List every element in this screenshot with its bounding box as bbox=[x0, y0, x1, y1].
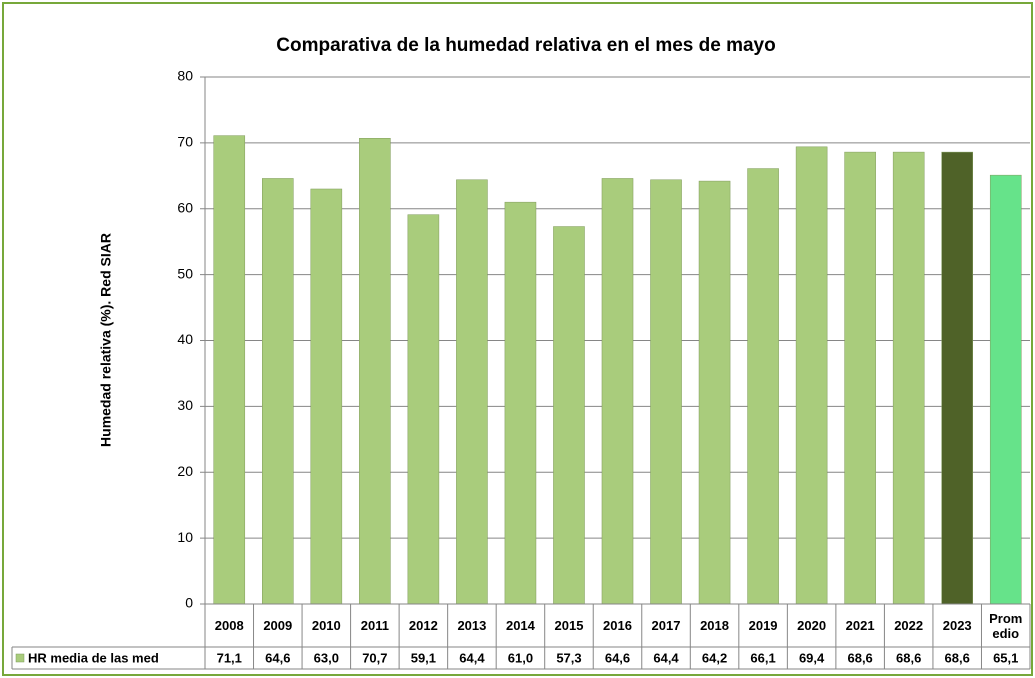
y-tick-label: 40 bbox=[177, 331, 193, 347]
y-tick-label: 50 bbox=[177, 265, 193, 281]
y-tick-label: 30 bbox=[177, 397, 193, 413]
x-tick-label: Promedio bbox=[989, 610, 1023, 641]
x-tick-label: 2010 bbox=[311, 618, 341, 633]
bar bbox=[553, 226, 585, 605]
data-label: 57,3 bbox=[556, 650, 581, 665]
y-tick-label: 20 bbox=[177, 463, 193, 479]
data-label: 64,4 bbox=[459, 650, 485, 665]
legend-swatch bbox=[15, 653, 25, 663]
bar bbox=[650, 179, 682, 605]
x-tick-label: 2013 bbox=[457, 618, 487, 633]
bar bbox=[698, 180, 731, 605]
bar bbox=[504, 201, 537, 605]
x-tick-label: 2014 bbox=[505, 618, 535, 633]
data-label: 68,6 bbox=[847, 650, 872, 665]
bar bbox=[844, 151, 876, 605]
x-tick-label: 2009 bbox=[263, 618, 293, 633]
bar bbox=[213, 135, 246, 605]
bar bbox=[795, 146, 828, 605]
data-label: 64,4 bbox=[653, 650, 679, 665]
x-tick-label: 2011 bbox=[360, 618, 389, 633]
data-label: 64,6 bbox=[605, 650, 630, 665]
data-label: 64,6 bbox=[265, 650, 290, 665]
y-axis-title: Humedad relativa (%). Red SIAR bbox=[98, 233, 114, 447]
data-label: 59,1 bbox=[411, 650, 436, 665]
bar bbox=[941, 151, 973, 605]
y-tick-label: 60 bbox=[177, 199, 193, 215]
x-tick-label: 2015 bbox=[554, 618, 584, 633]
bar bbox=[456, 179, 488, 605]
data-label: 68,6 bbox=[896, 650, 921, 665]
x-tick-label: 2017 bbox=[651, 618, 681, 633]
data-label: 68,6 bbox=[945, 650, 970, 665]
x-tick-label: 2020 bbox=[797, 618, 827, 633]
data-label: 69,4 bbox=[799, 650, 825, 665]
chart-title: Comparativa de la humedad relativa en el… bbox=[276, 35, 775, 56]
bar bbox=[747, 168, 779, 605]
x-tick-label: 2012 bbox=[408, 618, 438, 633]
x-tick-label: 2022 bbox=[894, 618, 924, 633]
data-label: 63,0 bbox=[314, 650, 339, 665]
data-label: 65,1 bbox=[993, 650, 1018, 665]
bar bbox=[262, 178, 294, 605]
bar bbox=[892, 151, 925, 605]
legend-label: HR media de las med bbox=[28, 650, 159, 665]
y-tick-label: 10 bbox=[177, 529, 193, 545]
data-label: 70,7 bbox=[362, 650, 387, 665]
bar bbox=[601, 178, 634, 605]
y-tick-label: 80 bbox=[177, 68, 193, 84]
y-tick-label: 70 bbox=[177, 134, 193, 150]
x-tick-label: 2008 bbox=[214, 618, 244, 633]
x-tick-label: 2018 bbox=[700, 618, 729, 633]
data-label: 61,0 bbox=[508, 650, 533, 665]
x-tick-label: 2023 bbox=[942, 618, 972, 633]
y-tick-label: 0 bbox=[185, 595, 193, 611]
bar bbox=[359, 138, 391, 605]
data-label: 71,1 bbox=[217, 650, 242, 665]
bar bbox=[310, 188, 343, 605]
x-tick-label: 2021 bbox=[845, 618, 875, 633]
x-tick-label: 2019 bbox=[748, 618, 778, 633]
data-label: 64,2 bbox=[702, 650, 727, 665]
bar bbox=[407, 214, 440, 605]
data-label: 66,1 bbox=[750, 650, 775, 665]
x-tick-label: 2016 bbox=[603, 618, 632, 633]
bar bbox=[989, 174, 1022, 605]
